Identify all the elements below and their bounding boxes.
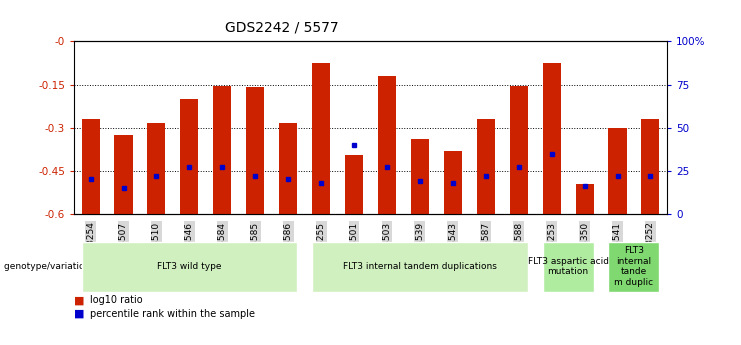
Bar (510, 86, 528, 214)
Text: FLT3
internal
tande
m duplic: FLT3 internal tande m duplic (614, 246, 654, 287)
Text: genotype/variation ▶: genotype/variation ▶ (4, 262, 100, 271)
Text: FLT3 internal tandem duplications: FLT3 internal tandem duplications (343, 262, 496, 271)
Bar (147, 123, 165, 214)
Bar (411, 139, 429, 214)
Text: percentile rank within the sample: percentile rank within the sample (90, 309, 256, 319)
Text: ■: ■ (74, 295, 84, 305)
Bar (608, 128, 627, 214)
Bar (542, 63, 561, 214)
Bar (444, 151, 462, 214)
Bar (213, 86, 231, 214)
Bar (312, 63, 330, 214)
Text: GDS2242 / 5577: GDS2242 / 5577 (225, 20, 339, 34)
Text: log10 ratio: log10 ratio (90, 295, 143, 305)
Bar (180, 99, 199, 214)
Bar (114, 135, 133, 214)
Bar (476, 119, 495, 214)
Bar (642, 119, 659, 214)
Bar (246, 87, 265, 214)
Text: FLT3 wild type: FLT3 wild type (157, 262, 222, 271)
Bar (279, 123, 297, 214)
Bar (345, 155, 363, 214)
Bar (82, 119, 99, 214)
Text: FLT3 aspartic acid
mutation: FLT3 aspartic acid mutation (528, 257, 608, 276)
Text: ■: ■ (74, 309, 84, 319)
Bar (378, 76, 396, 214)
Bar (576, 184, 594, 214)
